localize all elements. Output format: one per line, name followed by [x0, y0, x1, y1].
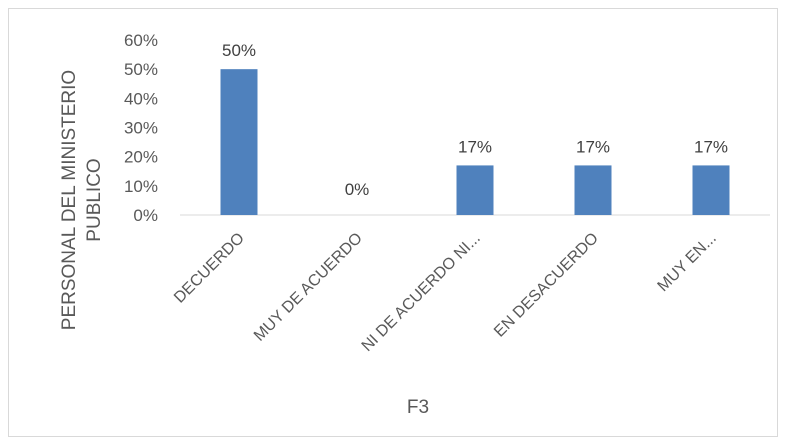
bar	[692, 165, 730, 215]
bar	[456, 165, 494, 215]
y-tick-label: 50%	[124, 60, 158, 79]
category-label: MUY DE ACUERDO	[251, 230, 366, 345]
y-axis-title-line-2: PUBLICO	[84, 158, 105, 241]
bar	[220, 69, 258, 216]
y-tick-label: 60%	[124, 31, 158, 50]
data-label: 17%	[694, 137, 728, 156]
data-label: 0%	[345, 180, 370, 199]
y-axis-title-line-1: PERSONAL DEL MINISTERIO	[59, 70, 80, 330]
data-label: 50%	[222, 41, 256, 60]
category-label: MUY EN...	[655, 230, 720, 295]
category-label: EN DESACUERDO	[491, 230, 602, 341]
y-tick-label: 0%	[133, 206, 158, 225]
data-labels: 50% 0% 17% 17% 17%	[222, 41, 728, 199]
y-tick-label: 40%	[124, 89, 158, 108]
y-axis-ticks: 0% 10% 20% 30% 40% 50% 60%	[124, 31, 158, 225]
y-tick-label: 20%	[124, 148, 158, 167]
bars	[220, 69, 730, 216]
data-label: 17%	[458, 137, 492, 156]
bar	[574, 165, 612, 215]
y-tick-label: 10%	[124, 177, 158, 196]
x-axis-title: F3	[407, 397, 429, 418]
y-tick-label: 30%	[124, 119, 158, 138]
category-label: DECUERDO	[171, 230, 248, 307]
data-label: 17%	[576, 137, 610, 156]
chart-frame	[8, 8, 778, 437]
category-label: NI DE ACUERDO NI...	[359, 230, 484, 355]
